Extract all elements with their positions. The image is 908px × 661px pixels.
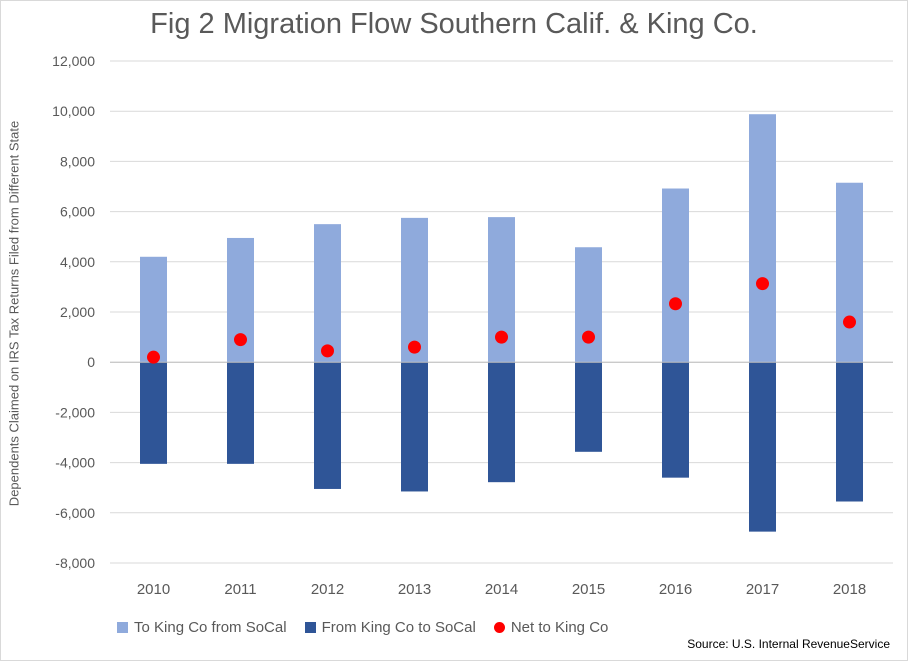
bar-to-king	[836, 182, 863, 363]
legend-label-from-king: From King Co to SoCal	[321, 619, 476, 636]
y-tick-label: -4,000	[55, 455, 95, 471]
bar-to-king	[749, 114, 776, 363]
bar-from-king	[227, 362, 254, 464]
y-tick-label: 0	[87, 354, 95, 370]
x-tick-label: 2015	[572, 581, 605, 598]
y-tick-label: 12,000	[52, 53, 95, 69]
y-tick-label: 8,000	[60, 153, 95, 169]
legend: To King Co from SoCal From King Co to So…	[117, 619, 626, 636]
x-tick-label: 2013	[398, 581, 431, 598]
net-marker	[147, 350, 160, 364]
legend-label-to-king: To King Co from SoCal	[134, 619, 287, 636]
chart-title: Fig 2 Migration Flow Southern Calif. & K…	[150, 8, 758, 40]
source-note: Source: U.S. Internal RevenueService	[687, 637, 890, 651]
y-tick-label: 6,000	[60, 204, 95, 220]
bar-from-king	[575, 362, 602, 452]
x-tick-label: 2012	[311, 581, 344, 598]
net-marker	[495, 330, 508, 344]
bar-from-king	[140, 362, 167, 464]
bar-to-king	[575, 247, 602, 363]
x-tick-label: 2014	[485, 581, 518, 598]
legend-swatch-to-king	[117, 622, 128, 633]
y-tick-label: 2,000	[60, 304, 95, 320]
bar-from-king	[749, 362, 776, 532]
y-tick-label: -8,000	[55, 555, 95, 571]
bar-from-king	[836, 362, 863, 502]
bar-to-king	[401, 217, 428, 363]
legend-item-from-king: From King Co to SoCal	[304, 619, 476, 636]
net-marker	[843, 315, 856, 329]
bar-from-king	[662, 362, 689, 478]
net-marker	[756, 277, 769, 291]
x-tick-label: 2011	[224, 581, 256, 598]
x-tick-label: 2017	[746, 581, 779, 598]
y-tick-label: -6,000	[55, 505, 95, 521]
legend-item-to-king: To King Co from SoCal	[117, 619, 287, 636]
legend-swatch-from-king	[304, 622, 316, 633]
y-tick-label: 10,000	[52, 103, 95, 119]
legend-item-net: Net to King Co	[493, 619, 609, 636]
y-tick-label: -2,000	[55, 404, 95, 420]
net-marker	[234, 333, 247, 347]
legend-label-net: Net to King Co	[510, 619, 609, 636]
legend-marker-net	[493, 622, 505, 633]
bar-from-king	[401, 362, 428, 492]
bar-to-king	[140, 256, 167, 363]
bar-to-king	[662, 188, 689, 363]
net-marker	[408, 340, 421, 354]
bar-from-king	[488, 362, 515, 483]
y-tick-label: 4,000	[60, 254, 95, 270]
net-marker	[582, 330, 595, 344]
net-marker	[669, 297, 682, 311]
x-tick-label: 2010	[137, 581, 170, 598]
bar-from-king	[314, 362, 341, 489]
net-marker	[321, 344, 334, 358]
x-tick-label: 2018	[833, 581, 866, 598]
x-tick-label: 2016	[659, 581, 692, 598]
bar-to-king	[314, 224, 341, 363]
